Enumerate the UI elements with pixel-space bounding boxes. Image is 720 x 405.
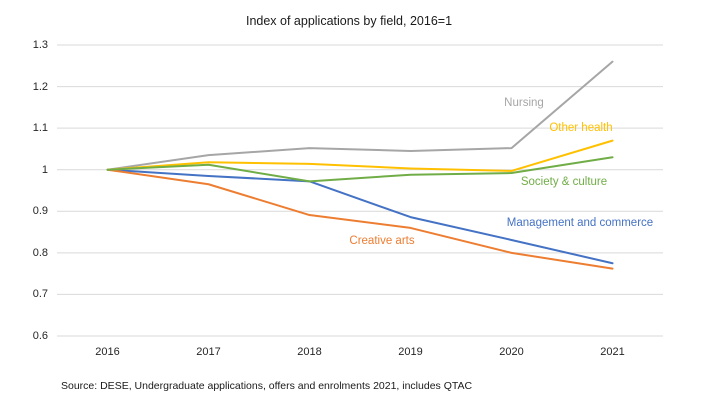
series-label-other-health: Other health: [549, 122, 613, 134]
chart-title: Index of applications by field, 2016=1: [245, 14, 453, 28]
source-note: Source: DESE, Undergraduate applications…: [61, 380, 473, 392]
x-axis-tick-label: 2016: [95, 346, 120, 358]
x-axis-tick-label: 2017: [196, 346, 221, 358]
x-axis-tick-label: 2021: [600, 346, 625, 358]
series-label-management-and-commerce: Management and commerce: [506, 217, 654, 229]
x-axis-tick-label: 2019: [398, 346, 423, 358]
series-line-management-and-commerce: [106, 168, 614, 265]
series-label-creative-arts: Creative arts: [349, 235, 415, 247]
y-axis-tick-label: 0.9: [32, 205, 48, 218]
y-axis-tick-label: 1.3: [32, 39, 48, 51]
y-axis-tick-label: 1.1: [32, 122, 48, 135]
series-label-society-culture: Society & culture: [520, 176, 608, 188]
x-axis-tick-label: 2018: [297, 346, 322, 358]
x-axis-tick-label: 2020: [499, 346, 524, 358]
series-line-other-health: [106, 139, 614, 172]
y-axis-tick-label: 0.6: [32, 330, 48, 342]
series-line-society-culture: [106, 156, 614, 183]
y-axis-tick-label: 1.2: [32, 80, 48, 93]
series-line-creative-arts: [106, 168, 614, 270]
series-label-nursing: Nursing: [504, 97, 544, 109]
y-axis-tick-label: 0.8: [32, 246, 48, 259]
y-axis-tick-label: 0.7: [32, 288, 48, 301]
series-line-nursing: [106, 60, 614, 171]
y-axis-tick-label: 1: [41, 163, 48, 176]
